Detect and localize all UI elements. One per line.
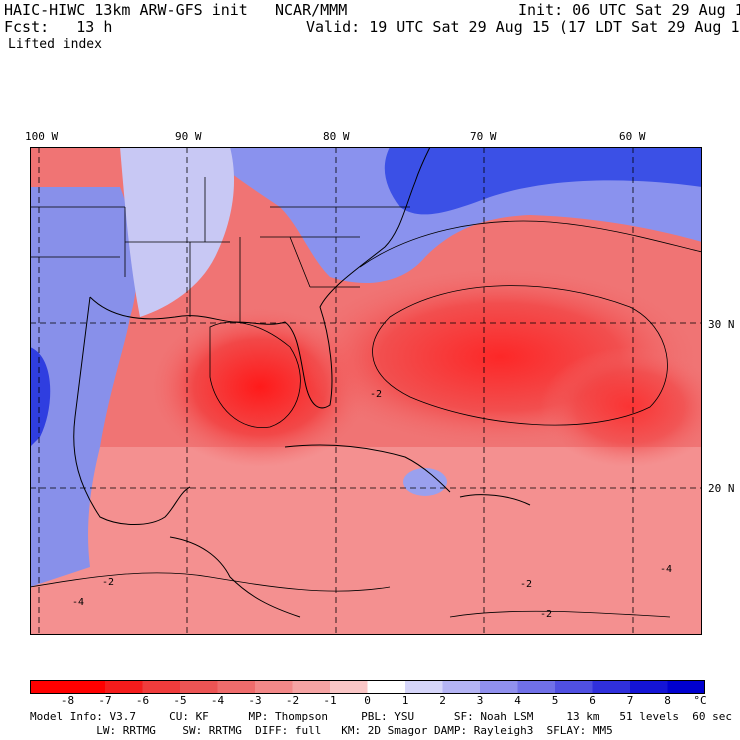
colorbar-cell: [180, 680, 218, 694]
colorbar-cell: [217, 680, 256, 694]
lon-label-70w: 70 W: [470, 130, 497, 143]
colorbar-tick-label: -5: [173, 694, 187, 707]
lat-label-30n: 30 N: [708, 318, 735, 331]
colorbar-cell: [255, 680, 293, 694]
contour-label-minus2-d: -2: [540, 609, 552, 620]
contour-label-minus2-a: -2: [102, 577, 114, 588]
model-title: HAIC-HIWC 13km ARW-GFS init: [4, 1, 248, 19]
contours: [30, 220, 702, 618]
colorbar-tick-label: 8: [664, 694, 671, 707]
coastline-cuba: [284, 444, 451, 493]
colorbar-tick-label: 0: [364, 694, 371, 707]
colorbar-cell: [592, 680, 631, 694]
colorbar-cell: [292, 680, 331, 694]
colorbar-tick-label: 4: [514, 694, 521, 707]
colorbar-tick-label: -4: [210, 694, 225, 707]
lon-label-90w: 90 W: [175, 130, 202, 143]
colorbar-tick-label: -1: [323, 694, 337, 707]
colorbar-cell: [667, 680, 705, 694]
coastline-texas-mexico: [73, 296, 191, 525]
contour-label-minus4-b: -4: [660, 564, 672, 575]
valid-time: Valid: 19 UTC Sat 29 Aug 15 (17 LDT Sat …: [306, 18, 740, 36]
model-info-line2: LW: RRTMG SW: RRTMG DIFF: full KM: 2D Sm…: [30, 724, 613, 737]
colorbar-cell: [67, 680, 106, 694]
coastline-hispaniola: [459, 494, 531, 506]
colorbar-cell: [330, 680, 368, 694]
colorbar: [30, 680, 705, 694]
colorbar-cell: [630, 680, 668, 694]
colorbar-cell: [555, 680, 593, 694]
colorbar-tick-label: -8: [60, 694, 75, 707]
cool-core-texas: [30, 347, 51, 447]
colorbar-unit: °C: [693, 694, 707, 707]
colorbar-cell: [367, 680, 406, 694]
contour-label-minus2-b: -2: [520, 579, 532, 590]
lon-label-100w: 100 W: [25, 130, 59, 143]
init-time: Init: 06 UTC Sat 29 Aug 15: [518, 1, 740, 19]
lat-label-20n: 20 N: [708, 482, 735, 495]
colorbar-tick-label: 3: [476, 694, 484, 707]
forecast-hour: Fcst: 13 h: [4, 18, 113, 36]
field-name: Lifted index: [8, 37, 102, 52]
colorbar-tick-label: 7: [626, 694, 634, 707]
colorbar-tick-label: 6: [589, 694, 596, 707]
colorbar-cell: [480, 680, 518, 694]
colorbar-frame: [30, 680, 705, 694]
coastline-gulf: [89, 147, 431, 409]
colorbar-tick-label: 1: [401, 694, 409, 707]
map-frame: [30, 147, 702, 635]
lifted-index-map: -2 -4 -2 -2 -4 -2: [30, 147, 702, 635]
org-label: NCAR/MMM: [275, 1, 348, 19]
cool-patch-cuba: [403, 468, 447, 496]
model-info-line1: Model Info: V3.7 CU: KF MP: Thompson PBL…: [30, 710, 732, 723]
colorbar-tick-label: -2: [285, 694, 300, 707]
colorbar-cell: [142, 680, 181, 694]
cool-land-texas: [30, 187, 137, 587]
colorbar-tick-label: -7: [98, 694, 112, 707]
cool-land-central-us: [120, 147, 235, 317]
colorbar-tick-label: -3: [248, 694, 262, 707]
lon-label-80w: 80 W: [323, 130, 350, 143]
colorbar-tick-label: 2: [439, 694, 446, 707]
state-borders: [30, 177, 410, 322]
southern-light-band: [30, 447, 702, 635]
colorbar-cell: [30, 680, 68, 694]
graticule: [30, 147, 702, 635]
colorbar-cell: [442, 680, 481, 694]
colorbar-tick-label: -6: [135, 694, 150, 707]
warm-core-east: [540, 347, 702, 467]
colorbar-tick-label: 5: [551, 694, 559, 707]
coastline-central-america: [169, 536, 301, 618]
contour-label-minus2-c: -2: [370, 389, 382, 400]
contour-label-minus4-a: -4: [72, 597, 84, 608]
colorbar-cell: [405, 680, 443, 694]
colorbar-cell: [517, 680, 556, 694]
cool-core-northeast: [384, 147, 702, 215]
lon-label-60w: 60 W: [619, 130, 646, 143]
colorbar-cell: [105, 680, 143, 694]
